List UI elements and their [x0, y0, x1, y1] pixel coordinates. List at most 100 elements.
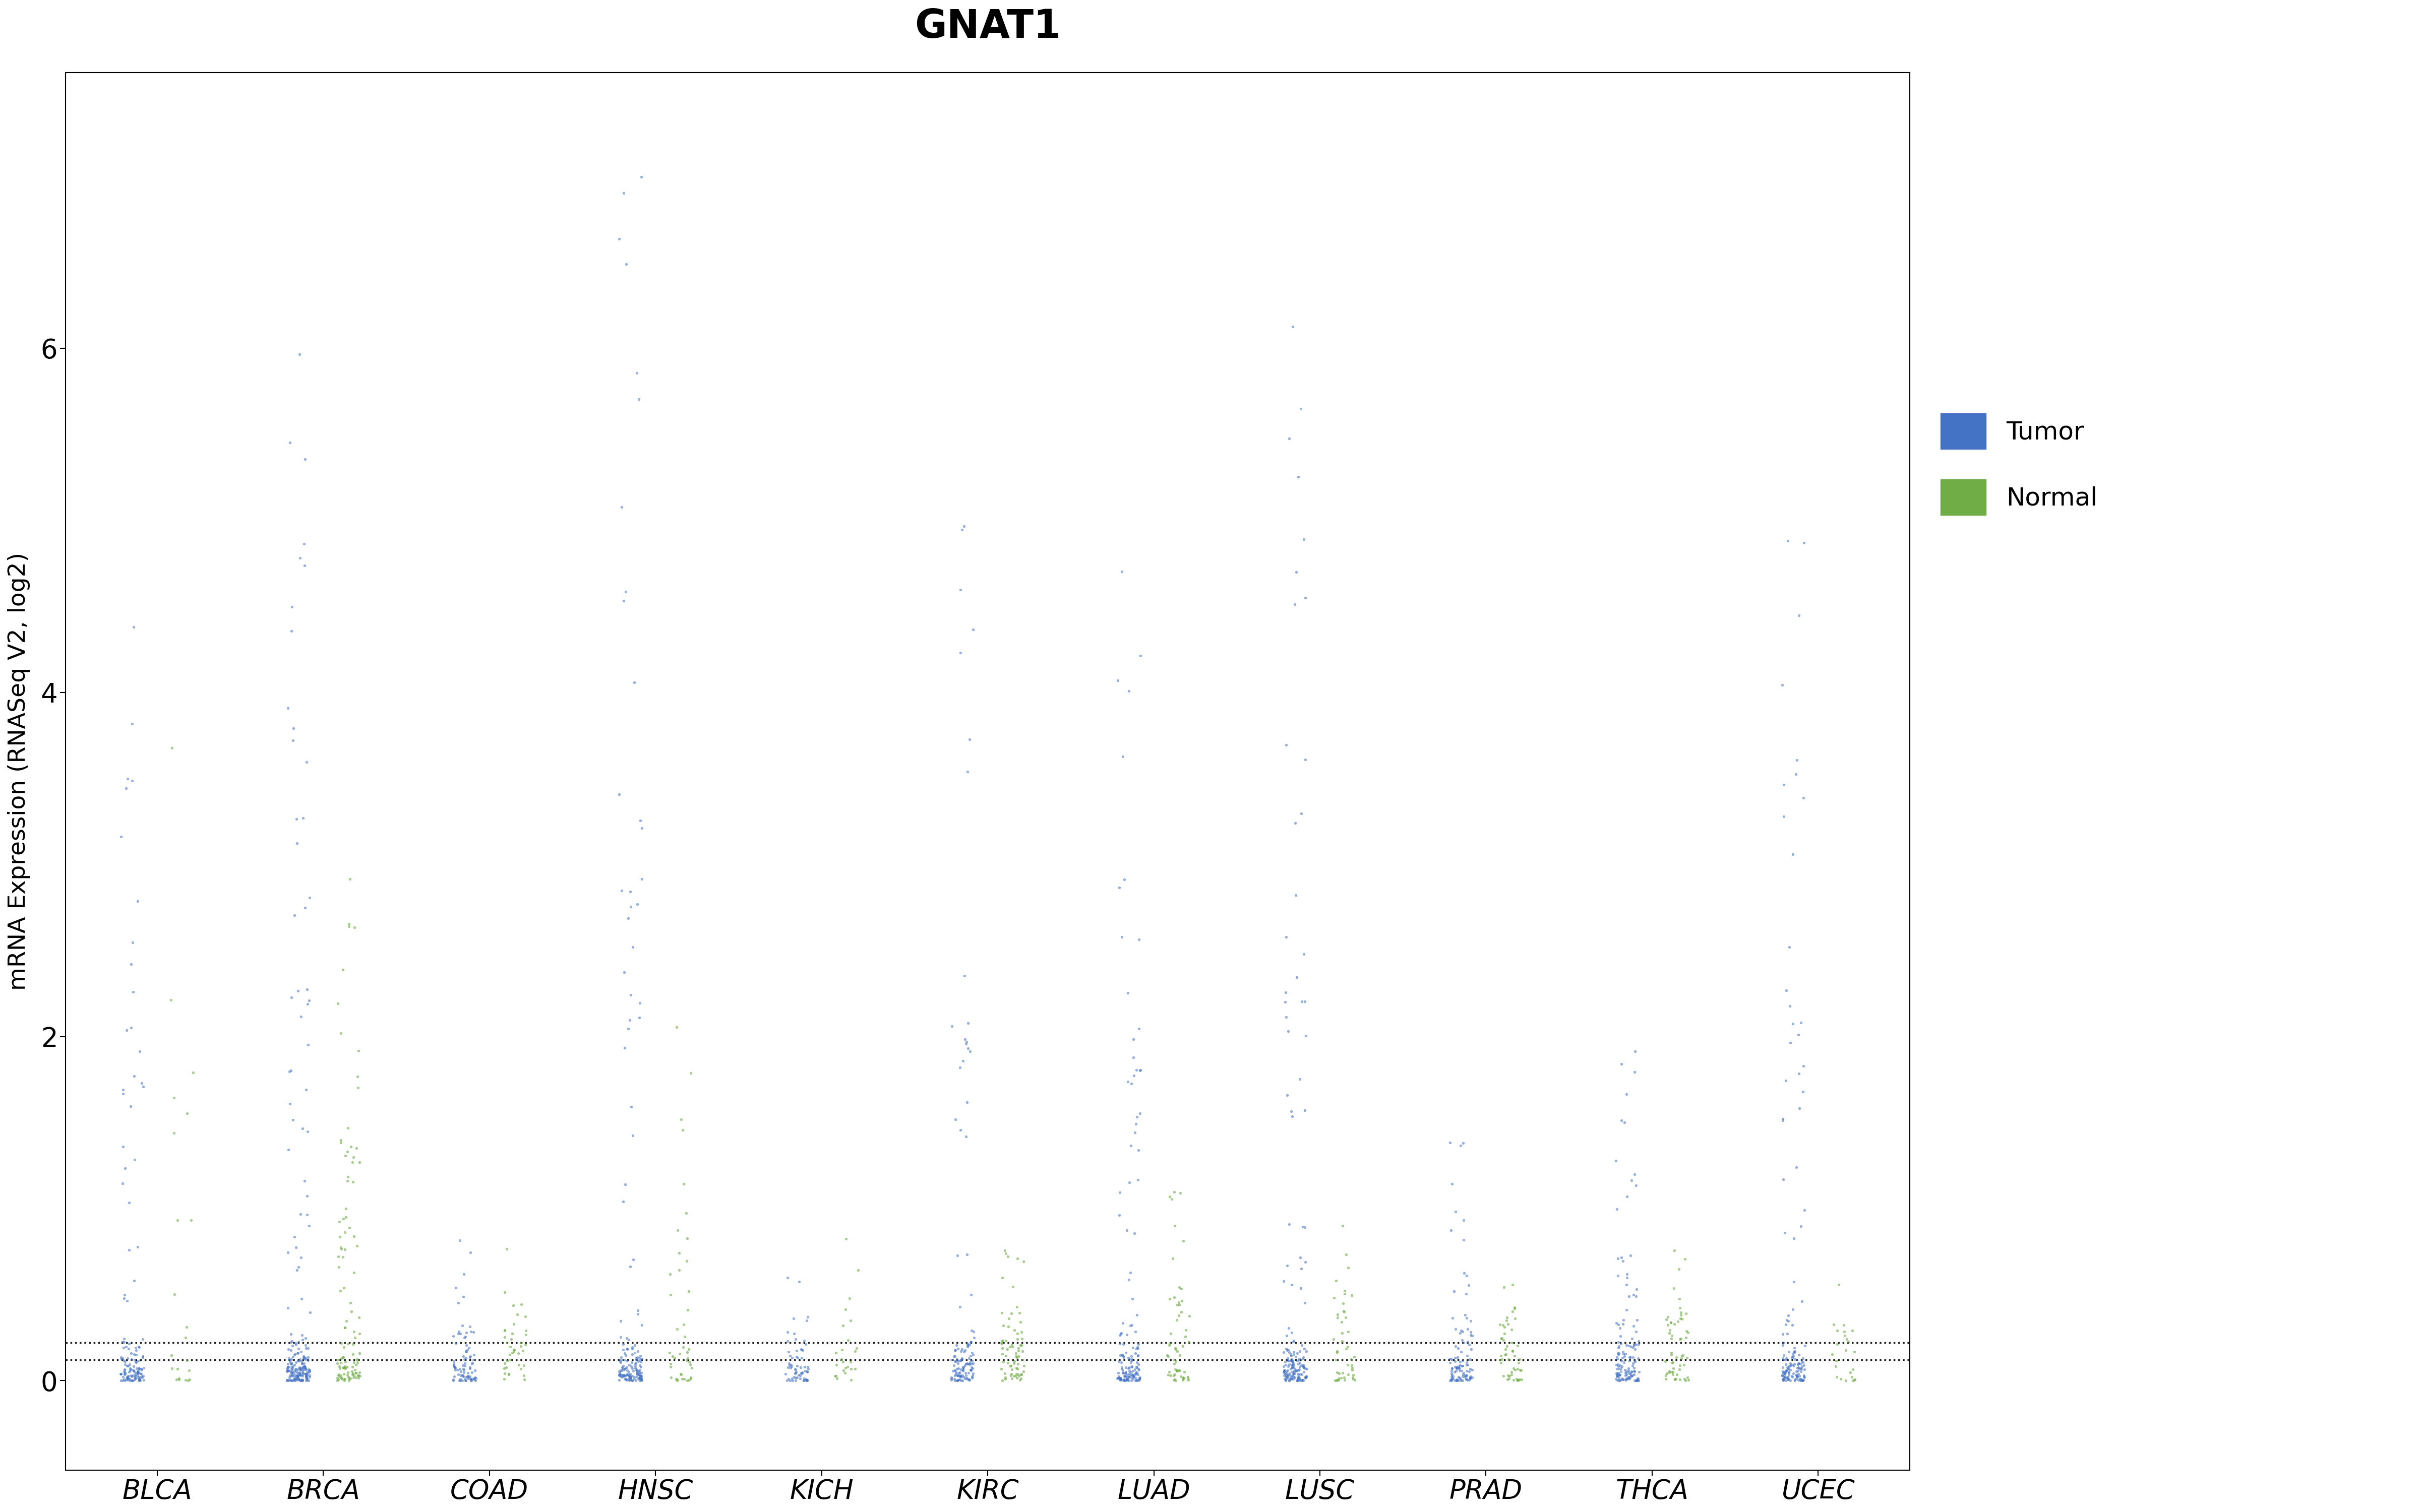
Point: [651, 1282, 690, 1306]
Point: [1597, 1347, 1636, 1371]
Point: [269, 1356, 307, 1380]
Point: [1316, 1368, 1355, 1393]
Point: [782, 1355, 820, 1379]
Point: [1150, 1359, 1188, 1383]
Point: [1617, 1173, 1655, 1198]
Point: [951, 1352, 990, 1376]
Point: [615, 1365, 653, 1390]
Point: [1776, 1340, 1815, 1364]
Point: [1150, 1334, 1188, 1358]
Point: [1597, 1311, 1636, 1335]
Point: [1120, 1367, 1159, 1391]
Point: [1319, 1340, 1358, 1364]
Point: [1285, 1355, 1324, 1379]
Point: [329, 1367, 368, 1391]
Point: [332, 1299, 370, 1323]
Point: [997, 1356, 1036, 1380]
Point: [1597, 1364, 1636, 1388]
Point: [1442, 1368, 1481, 1393]
Point: [271, 1058, 310, 1083]
Point: [281, 1358, 319, 1382]
Point: [288, 1367, 327, 1391]
Point: [622, 809, 661, 833]
Point: [617, 1352, 656, 1376]
Point: [1488, 1334, 1527, 1358]
Point: [324, 1362, 363, 1387]
Point: [1275, 1361, 1314, 1385]
Point: [1493, 1338, 1532, 1362]
Point: [445, 1368, 484, 1393]
Point: [1764, 1334, 1803, 1358]
Point: [983, 1300, 1021, 1325]
Point: [491, 1343, 530, 1367]
Point: [1273, 1364, 1312, 1388]
Point: [620, 1368, 658, 1393]
Point: [1104, 1332, 1142, 1356]
Point: [322, 1237, 361, 1261]
Point: [937, 1338, 975, 1362]
Point: [997, 1246, 1036, 1270]
Point: [1263, 1340, 1302, 1364]
Point: [789, 1359, 828, 1383]
Point: [332, 1291, 370, 1315]
Point: [1319, 1302, 1358, 1326]
Point: [455, 1320, 494, 1344]
Point: [119, 1361, 157, 1385]
Point: [484, 1356, 523, 1380]
Point: [1488, 1364, 1527, 1388]
Point: [1619, 1367, 1658, 1391]
Point: [278, 1364, 317, 1388]
Point: [607, 1358, 646, 1382]
Point: [290, 886, 329, 910]
Point: [663, 1312, 702, 1337]
Point: [1597, 1361, 1636, 1385]
Point: [1116, 1111, 1154, 1136]
Point: [1113, 1349, 1152, 1373]
Point: [286, 1355, 324, 1379]
Point: [104, 1367, 143, 1391]
Point: [443, 1356, 482, 1380]
Point: [1113, 1362, 1152, 1387]
Point: [607, 1337, 646, 1361]
Point: [1120, 1365, 1159, 1390]
Point: [109, 1367, 148, 1391]
Point: [670, 1365, 709, 1390]
Point: [1827, 1328, 1866, 1352]
Point: [506, 1323, 544, 1347]
Point: [1486, 1343, 1525, 1367]
Point: [1597, 1344, 1636, 1368]
Point: [1268, 1323, 1307, 1347]
Point: [620, 1365, 658, 1390]
Legend: Tumor, Normal: Tumor, Normal: [1941, 413, 2098, 516]
Point: [1266, 1353, 1304, 1377]
Point: [1152, 1321, 1191, 1346]
Point: [944, 514, 983, 538]
Point: [1278, 1365, 1316, 1390]
Point: [1655, 1367, 1694, 1391]
Point: [1433, 1367, 1471, 1391]
Point: [1154, 1285, 1193, 1309]
Point: [1275, 1358, 1314, 1382]
Point: [1602, 1052, 1641, 1077]
Point: [670, 1368, 709, 1393]
Point: [319, 1356, 358, 1380]
Point: [1771, 1031, 1810, 1055]
Point: [121, 1367, 160, 1391]
Point: [453, 1352, 491, 1376]
Point: [985, 1350, 1024, 1374]
Point: [1450, 1273, 1488, 1297]
Point: [288, 1346, 327, 1370]
Point: [663, 1335, 702, 1359]
Point: [1498, 1368, 1537, 1393]
Point: [288, 1078, 327, 1102]
Point: [944, 1346, 983, 1370]
Point: [987, 1241, 1026, 1266]
Point: [1670, 1320, 1709, 1344]
Point: [622, 1364, 661, 1388]
Point: [334, 1320, 373, 1344]
Point: [1597, 1367, 1636, 1391]
Point: [610, 1016, 649, 1040]
Point: [1275, 1362, 1314, 1387]
Point: [1617, 1368, 1655, 1393]
Point: [1442, 1328, 1481, 1352]
